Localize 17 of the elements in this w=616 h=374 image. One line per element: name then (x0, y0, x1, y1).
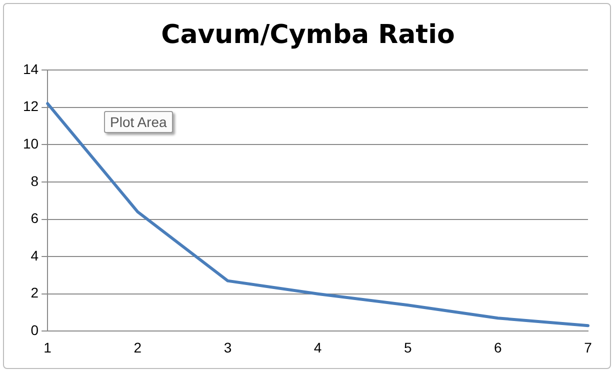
y-tick-label: 4 (30, 247, 39, 264)
y-tick-label: 6 (30, 210, 39, 226)
y-tick-label: 14 (22, 60, 39, 77)
y-tick-label: 2 (30, 284, 39, 301)
y-tick-label: 12 (22, 98, 39, 114)
x-tick-label: 3 (224, 339, 232, 356)
x-tick-label: 2 (134, 339, 142, 356)
x-tick-label: 1 (44, 339, 52, 356)
y-tick-label: 8 (30, 172, 39, 189)
x-tick-label: 7 (584, 339, 592, 356)
chart-title: Cavum/Cymba Ratio (160, 20, 456, 50)
y-tick-label: 10 (22, 135, 39, 152)
x-tick-label: 5 (404, 339, 412, 356)
x-tick-label: 4 (314, 339, 322, 356)
y-tick-label: 0 (30, 322, 39, 338)
x-tick-label: 6 (494, 339, 502, 356)
annotation: Plot Area (104, 111, 173, 133)
